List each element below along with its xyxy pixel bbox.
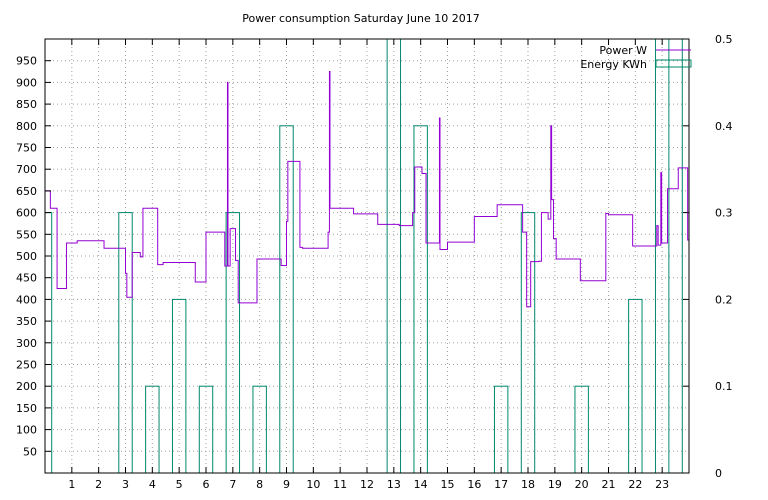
y-tick-label: 650 [16,185,37,198]
y-tick-label: 800 [16,120,37,133]
x-tick-label: 13 [387,478,401,491]
x-tick-label: 8 [256,478,263,491]
x-tick-label: 4 [149,478,156,491]
y2-tick-label: 0.5 [715,33,733,46]
y-tick-label: 250 [16,359,37,372]
y-tick-label: 150 [16,402,37,415]
x-tick-label: 20 [575,478,589,491]
x-tick-label: 1 [68,478,75,491]
power-line [45,71,690,308]
y2-tick-label: 0.2 [715,293,733,306]
chart-title: Power consumption Saturday June 10 2017 [242,12,479,25]
x-tick-label: 10 [306,478,320,491]
x-tick-label: 7 [229,478,236,491]
x-tick-label: 19 [548,478,562,491]
y-tick-label: 200 [16,380,37,393]
x-tick-label: 22 [628,478,642,491]
x-tick-label: 14 [414,478,428,491]
y-tick-label: 450 [16,272,37,285]
y-tick-label: 750 [16,142,37,155]
y-tick-label: 500 [16,250,37,263]
x-tick-label: 12 [360,478,374,491]
y2-tick-label: 0 [715,467,722,480]
power-series [45,71,690,308]
x-tick-label: 18 [521,478,535,491]
x-tick-label: 21 [602,478,616,491]
energy-box [628,298,643,474]
x-tick-label: 3 [122,478,129,491]
y-tick-label: 400 [16,293,37,306]
y-tick-label: 50 [23,445,37,458]
y-tick-label: 900 [16,76,37,89]
x-tick-label: 5 [176,478,183,491]
x-tick-label: 23 [655,478,669,491]
x-tick-label: 11 [333,478,347,491]
y-tick-label: 950 [16,55,37,68]
x-tick-label: 15 [441,478,455,491]
y-tick-label: 700 [16,163,37,176]
legend-power-label: Power W [599,44,647,57]
x-tick-label: 2 [95,478,102,491]
axes: 1 2 3 4 5 6 7 8 9 10 11 12 13 14 15 16 17 18 19 20 21 22 23501… [16,33,733,491]
legend-energy-swatch [655,59,692,68]
x-tick-label: 16 [467,478,481,491]
x-tick-label: 6 [203,478,210,491]
y-tick-label: 600 [16,207,37,220]
y-tick-label: 300 [16,337,37,350]
x-tick-label: 17 [494,478,508,491]
y2-tick-label: 0.3 [715,207,733,220]
energy-box [171,298,187,474]
legend-energy-label: Energy KWh [580,58,647,71]
y-tick-label: 350 [16,315,37,328]
y-tick-label: 850 [16,98,37,111]
y2-tick-label: 0.4 [715,120,733,133]
y2-tick-label: 0.1 [715,380,733,393]
y-tick-label: 100 [16,424,37,437]
y-tick-label: 550 [16,228,37,241]
grid-lines [45,39,689,473]
legend: Power W Energy KWh [580,44,692,71]
x-tick-label: 9 [283,478,290,491]
